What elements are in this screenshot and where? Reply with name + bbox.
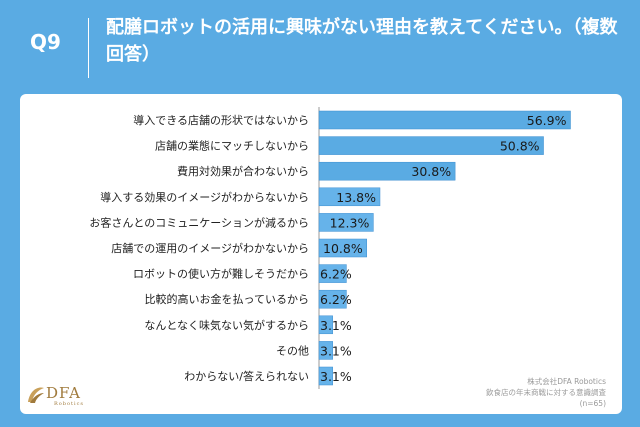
value-label: 3.1% bbox=[320, 318, 352, 333]
category-label: お客さんとのコミュニケーションが減るから bbox=[89, 215, 309, 229]
category-label: 比較的高いお金を払っているから bbox=[145, 292, 309, 306]
value-label: 50.8% bbox=[500, 139, 540, 154]
category-label: その他 bbox=[276, 344, 309, 357]
bar bbox=[318, 315, 333, 335]
dfa-logo: DFA Robotics bbox=[24, 384, 104, 408]
bar bbox=[318, 213, 374, 232]
value-label: 6.2% bbox=[320, 267, 352, 282]
category-label: なんとなく味気ない気がするから bbox=[144, 318, 309, 332]
value-label: 10.8% bbox=[323, 241, 363, 256]
category-label: 導入できる店舗の形状ではないから bbox=[133, 113, 309, 127]
source-company: 株式会社DFA Robotics bbox=[527, 377, 606, 386]
category-label: 店舗の業態にマッチしないから bbox=[155, 139, 309, 153]
bar bbox=[318, 110, 571, 130]
category-label: 導入する効果のイメージがわからないから bbox=[100, 190, 309, 204]
page-title: 配膳ロボットの活用に興味がない理由を教えてください。（複数回答） bbox=[106, 17, 618, 65]
category-label: 店舗での運用のイメージがわかないから bbox=[111, 241, 309, 255]
bar bbox=[318, 136, 544, 155]
header-divider bbox=[88, 18, 89, 78]
category-label: 費用対効果が合わないから bbox=[177, 164, 309, 178]
value-label: 56.9% bbox=[527, 113, 567, 128]
header: Q9 配膳ロボットの活用に興味がない理由を教えてください。（複数回答） bbox=[0, 0, 640, 92]
category-label: ロボットの使い方が難しそうだから bbox=[133, 267, 309, 281]
source-survey: 飲食店の年末商戦に対する意識調査 bbox=[486, 388, 606, 397]
logo-subtitle: Robotics bbox=[54, 401, 84, 407]
bar bbox=[318, 366, 333, 386]
bar bbox=[318, 187, 381, 207]
value-label: 6.2% bbox=[320, 292, 352, 307]
value-label: 3.1% bbox=[320, 343, 352, 358]
source-sample-size: (n=65) bbox=[579, 399, 606, 408]
source-note: 株式会社DFA Robotics 飲食店の年末商戦に対する意識調査 (n=65) bbox=[486, 376, 606, 409]
value-label: 3.1% bbox=[320, 369, 352, 384]
bar bbox=[318, 341, 333, 360]
value-label: 12.3% bbox=[330, 215, 370, 230]
category-label: わからない/答えられない bbox=[184, 369, 309, 383]
bar bbox=[318, 289, 347, 309]
bar bbox=[318, 161, 456, 181]
logo-name: DFA bbox=[46, 384, 81, 402]
logo-mark-icon bbox=[28, 387, 44, 403]
question-number: Q9 bbox=[30, 30, 61, 54]
bar bbox=[318, 238, 367, 258]
value-label: 13.8% bbox=[336, 190, 376, 205]
bar bbox=[318, 264, 347, 283]
value-label: 30.8% bbox=[411, 164, 451, 179]
